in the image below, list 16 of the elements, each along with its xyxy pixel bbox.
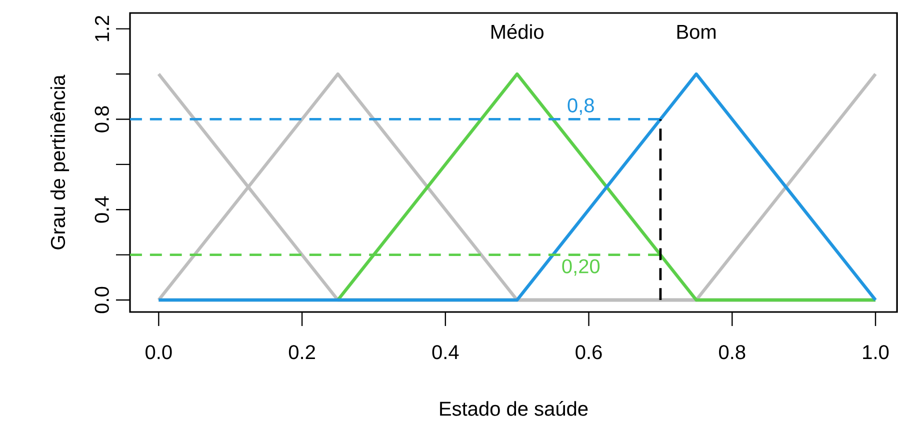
x-tick-label: 0.6 [576,345,602,360]
series-label: Bom [677,25,716,39]
x-axis-title: Estado de saúde [440,400,588,416]
ref-line-label: 0,20 [562,259,600,276]
y-tick-label: 1.2 [94,16,109,42]
x-tick-label: 1.0 [863,345,889,360]
x-tick-label: 0.8 [719,345,746,360]
x-tick-label: 0.0 [146,345,172,360]
y-tick-label: 0.0 [94,286,109,314]
text: Médio [492,24,544,39]
ref-line-label: 0,8 [568,98,594,115]
x-tick-label: 0.4 [432,345,459,360]
y-tick-label: 0.8 [94,106,109,132]
x-tick-label: 0.2 [288,345,315,360]
y-tick-label: 0.4 [94,196,109,223]
y-axis-title: Grau de pertinência [50,74,70,250]
